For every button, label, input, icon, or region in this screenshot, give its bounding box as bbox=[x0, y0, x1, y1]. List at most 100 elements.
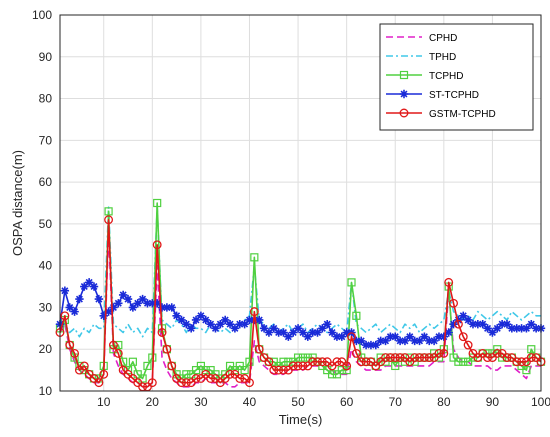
data-point bbox=[60, 311, 70, 321]
data-point bbox=[162, 344, 172, 354]
data-point bbox=[453, 319, 463, 329]
data-point bbox=[157, 303, 167, 312]
data-point bbox=[114, 340, 123, 350]
legend-label: GSTM-TCPHD bbox=[429, 109, 496, 120]
data-point bbox=[473, 319, 483, 329]
data-point bbox=[65, 340, 75, 350]
data-point bbox=[347, 332, 356, 342]
x-tick-label: 50 bbox=[291, 395, 305, 409]
data-point bbox=[405, 332, 415, 341]
data-point bbox=[308, 357, 318, 367]
data-point bbox=[264, 357, 274, 367]
legend-marker bbox=[399, 70, 409, 80]
data-point bbox=[342, 328, 351, 337]
data-point bbox=[269, 365, 279, 375]
data-point bbox=[439, 348, 449, 358]
data-point bbox=[235, 319, 244, 329]
data-point bbox=[439, 332, 449, 341]
y-tick-label: 50 bbox=[39, 217, 53, 231]
data-point bbox=[94, 378, 104, 388]
data-point bbox=[488, 328, 497, 337]
data-point bbox=[75, 294, 84, 304]
data-point bbox=[84, 278, 94, 287]
data-point bbox=[512, 357, 522, 367]
data-point bbox=[133, 299, 142, 308]
data-point bbox=[318, 324, 327, 333]
data-point bbox=[65, 303, 74, 312]
data-point bbox=[123, 294, 133, 304]
data-point bbox=[497, 319, 507, 329]
y-tick-label: 10 bbox=[39, 384, 53, 398]
data-point bbox=[526, 353, 536, 363]
data-point bbox=[128, 303, 138, 312]
data-point bbox=[279, 328, 288, 337]
data-point bbox=[464, 357, 473, 366]
series-line bbox=[59, 218, 542, 388]
data-point bbox=[259, 324, 269, 333]
data-point bbox=[153, 198, 162, 208]
data-point bbox=[298, 361, 308, 371]
y-axis-label: OSPA distance(m) bbox=[10, 150, 25, 256]
data-point bbox=[245, 315, 254, 325]
y-tick-label: 70 bbox=[39, 133, 53, 147]
series-layer bbox=[55, 198, 546, 392]
y-tick-label: 20 bbox=[39, 342, 53, 356]
data-point bbox=[216, 319, 225, 329]
data-point bbox=[269, 357, 278, 366]
data-point bbox=[366, 340, 376, 350]
legend: CPHD TPHD TCPHD ST-TCPHD GSTM-TCPHD bbox=[379, 23, 534, 131]
data-point bbox=[517, 324, 526, 333]
data-point bbox=[478, 319, 487, 329]
y-tick-label: 80 bbox=[39, 92, 53, 106]
data-point bbox=[70, 348, 80, 358]
data-point bbox=[493, 324, 502, 333]
data-point bbox=[410, 353, 420, 363]
data-point bbox=[420, 332, 429, 341]
data-point bbox=[293, 361, 303, 371]
data-point bbox=[337, 332, 346, 341]
data-point bbox=[458, 332, 468, 342]
data-point bbox=[313, 328, 322, 337]
data-point bbox=[245, 357, 254, 366]
data-point bbox=[351, 348, 361, 358]
data-point bbox=[357, 336, 366, 346]
data-point bbox=[429, 336, 439, 346]
data-point bbox=[279, 357, 288, 366]
data-point bbox=[356, 357, 366, 367]
data-point bbox=[385, 353, 395, 363]
data-point bbox=[298, 328, 308, 337]
data-point bbox=[196, 311, 206, 320]
data-point bbox=[143, 361, 152, 371]
data-point bbox=[512, 324, 521, 333]
data-point bbox=[444, 328, 453, 337]
data-point bbox=[293, 324, 303, 333]
data-point bbox=[454, 357, 463, 366]
data-point bbox=[459, 357, 468, 366]
y-tick-label: 100 bbox=[32, 8, 52, 22]
x-tick-label: 20 bbox=[146, 395, 160, 409]
legend-marker bbox=[399, 108, 409, 118]
series-gstm-tcphd bbox=[55, 215, 546, 392]
data-point bbox=[522, 324, 531, 333]
data-point bbox=[425, 336, 434, 346]
data-point bbox=[162, 303, 172, 312]
data-point bbox=[167, 303, 176, 312]
data-point bbox=[342, 361, 352, 371]
data-point bbox=[181, 378, 191, 388]
data-point bbox=[177, 378, 186, 388]
data-point bbox=[191, 366, 201, 375]
x-tick-label: 10 bbox=[97, 395, 111, 409]
data-point bbox=[449, 353, 458, 362]
data-point bbox=[128, 357, 137, 366]
data-point bbox=[298, 353, 308, 362]
data-point bbox=[274, 328, 283, 337]
data-point bbox=[225, 369, 235, 379]
data-point bbox=[104, 307, 113, 316]
data-point bbox=[225, 361, 235, 371]
data-point bbox=[279, 365, 288, 375]
data-point bbox=[361, 357, 371, 367]
data-point bbox=[225, 319, 235, 329]
data-point bbox=[196, 361, 205, 371]
data-point bbox=[80, 282, 89, 291]
